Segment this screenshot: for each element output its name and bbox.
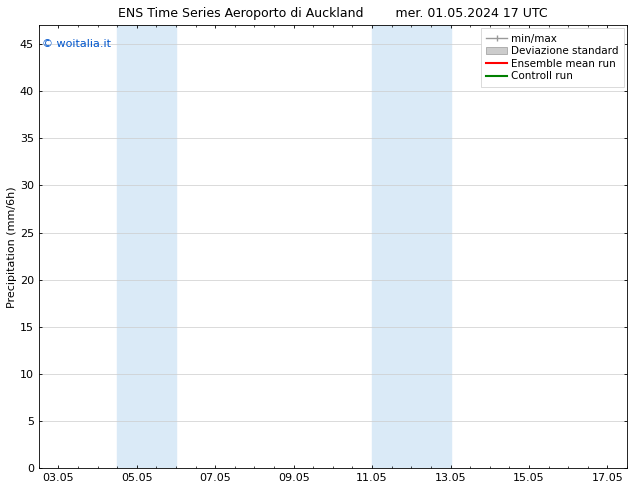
Bar (372, 25, 451, 468)
Y-axis label: Precipitation (mm/6h): Precipitation (mm/6h) (7, 186, 17, 308)
Text: © woitalia.it: © woitalia.it (42, 39, 111, 49)
Title: ENS Time Series Aeroporto di Auckland        mer. 01.05.2024 17 UTC: ENS Time Series Aeroporto di Auckland me… (118, 7, 548, 20)
Legend: min/max, Deviazione standard, Ensemble mean run, Controll run: min/max, Deviazione standard, Ensemble m… (481, 28, 624, 87)
Bar (117, 25, 176, 468)
